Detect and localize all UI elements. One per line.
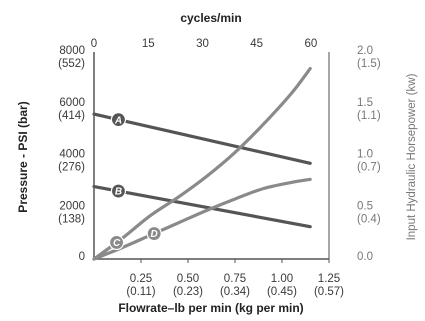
top-tick-label: 30 bbox=[196, 38, 209, 50]
series-badge-a bbox=[110, 112, 127, 128]
x-tick-sublabel: (0.23) bbox=[173, 286, 203, 298]
x-tick-label: 0.25 bbox=[130, 273, 152, 285]
y-right-tick-label: 1.0 bbox=[357, 149, 373, 161]
series-line-c bbox=[92, 66, 312, 261]
x-tick-label: 0.50 bbox=[177, 273, 199, 285]
y-right-tick-label: 1.5 bbox=[357, 97, 373, 109]
y-left-tick-label: 0 bbox=[79, 251, 85, 263]
y-left-tick-label: 2000 bbox=[59, 200, 85, 212]
y-left-tick-sublabel: (276) bbox=[58, 162, 85, 174]
y-left-tick-sublabel: (552) bbox=[58, 58, 85, 70]
y-left-tick-sublabel: (414) bbox=[58, 110, 85, 122]
y-left-axis-title: Pressure - PSI (bar) bbox=[16, 101, 30, 212]
y-right-tick-sublabel: (0.7) bbox=[357, 162, 381, 174]
x-tick-sublabel: (0.34) bbox=[220, 286, 250, 298]
y-right-tick-label: 0.5 bbox=[357, 200, 373, 212]
top-tick-label: 15 bbox=[142, 38, 155, 50]
x-tick-sublabel: (0.57) bbox=[314, 286, 344, 298]
top-tick-label: 45 bbox=[250, 38, 263, 50]
x-tick-sublabel: (0.45) bbox=[267, 286, 297, 298]
y-left-tick-label: 8000 bbox=[59, 45, 85, 57]
y-right-axis-title: Input Hydraulic Horsepower (kw) bbox=[406, 73, 418, 240]
series-badge-b bbox=[110, 183, 127, 199]
y-right-tick-label: 0.0 bbox=[357, 251, 373, 263]
y-right-tick-sublabel: (0.4) bbox=[357, 213, 381, 225]
y-right-tick-sublabel: (1.5) bbox=[357, 58, 381, 70]
series-line-d bbox=[92, 177, 312, 261]
y-right-tick-label: 2.0 bbox=[357, 45, 373, 57]
top-tick-label: 0 bbox=[91, 38, 97, 50]
y-left-tick-sublabel: (138) bbox=[58, 213, 85, 225]
series-line-b bbox=[92, 184, 312, 229]
y-left-tick-label: 4000 bbox=[59, 149, 85, 161]
series-badge-label: B bbox=[115, 187, 122, 198]
x-tick-label: 1.25 bbox=[318, 273, 340, 285]
x-tick-label: 0.75 bbox=[224, 273, 246, 285]
series-line-a bbox=[92, 112, 312, 165]
x-tick-label: 1.00 bbox=[271, 273, 293, 285]
series-badge-c bbox=[108, 234, 125, 251]
y-right-tick-sublabel: (1.1) bbox=[357, 110, 381, 122]
series-badge-label: A bbox=[114, 115, 122, 126]
series-badge-d bbox=[146, 225, 162, 242]
series-badge-label: C bbox=[113, 238, 121, 249]
x-tick-sublabel: (0.11) bbox=[126, 286, 155, 298]
series-badge-label: D bbox=[151, 229, 158, 240]
top-tick-label: 60 bbox=[305, 38, 318, 50]
x-axis-title: Flowrate–lb per min (kg per min) bbox=[118, 301, 303, 315]
top-axis-title: cycles/min bbox=[180, 11, 241, 25]
y-left-tick-label: 6000 bbox=[59, 97, 85, 109]
